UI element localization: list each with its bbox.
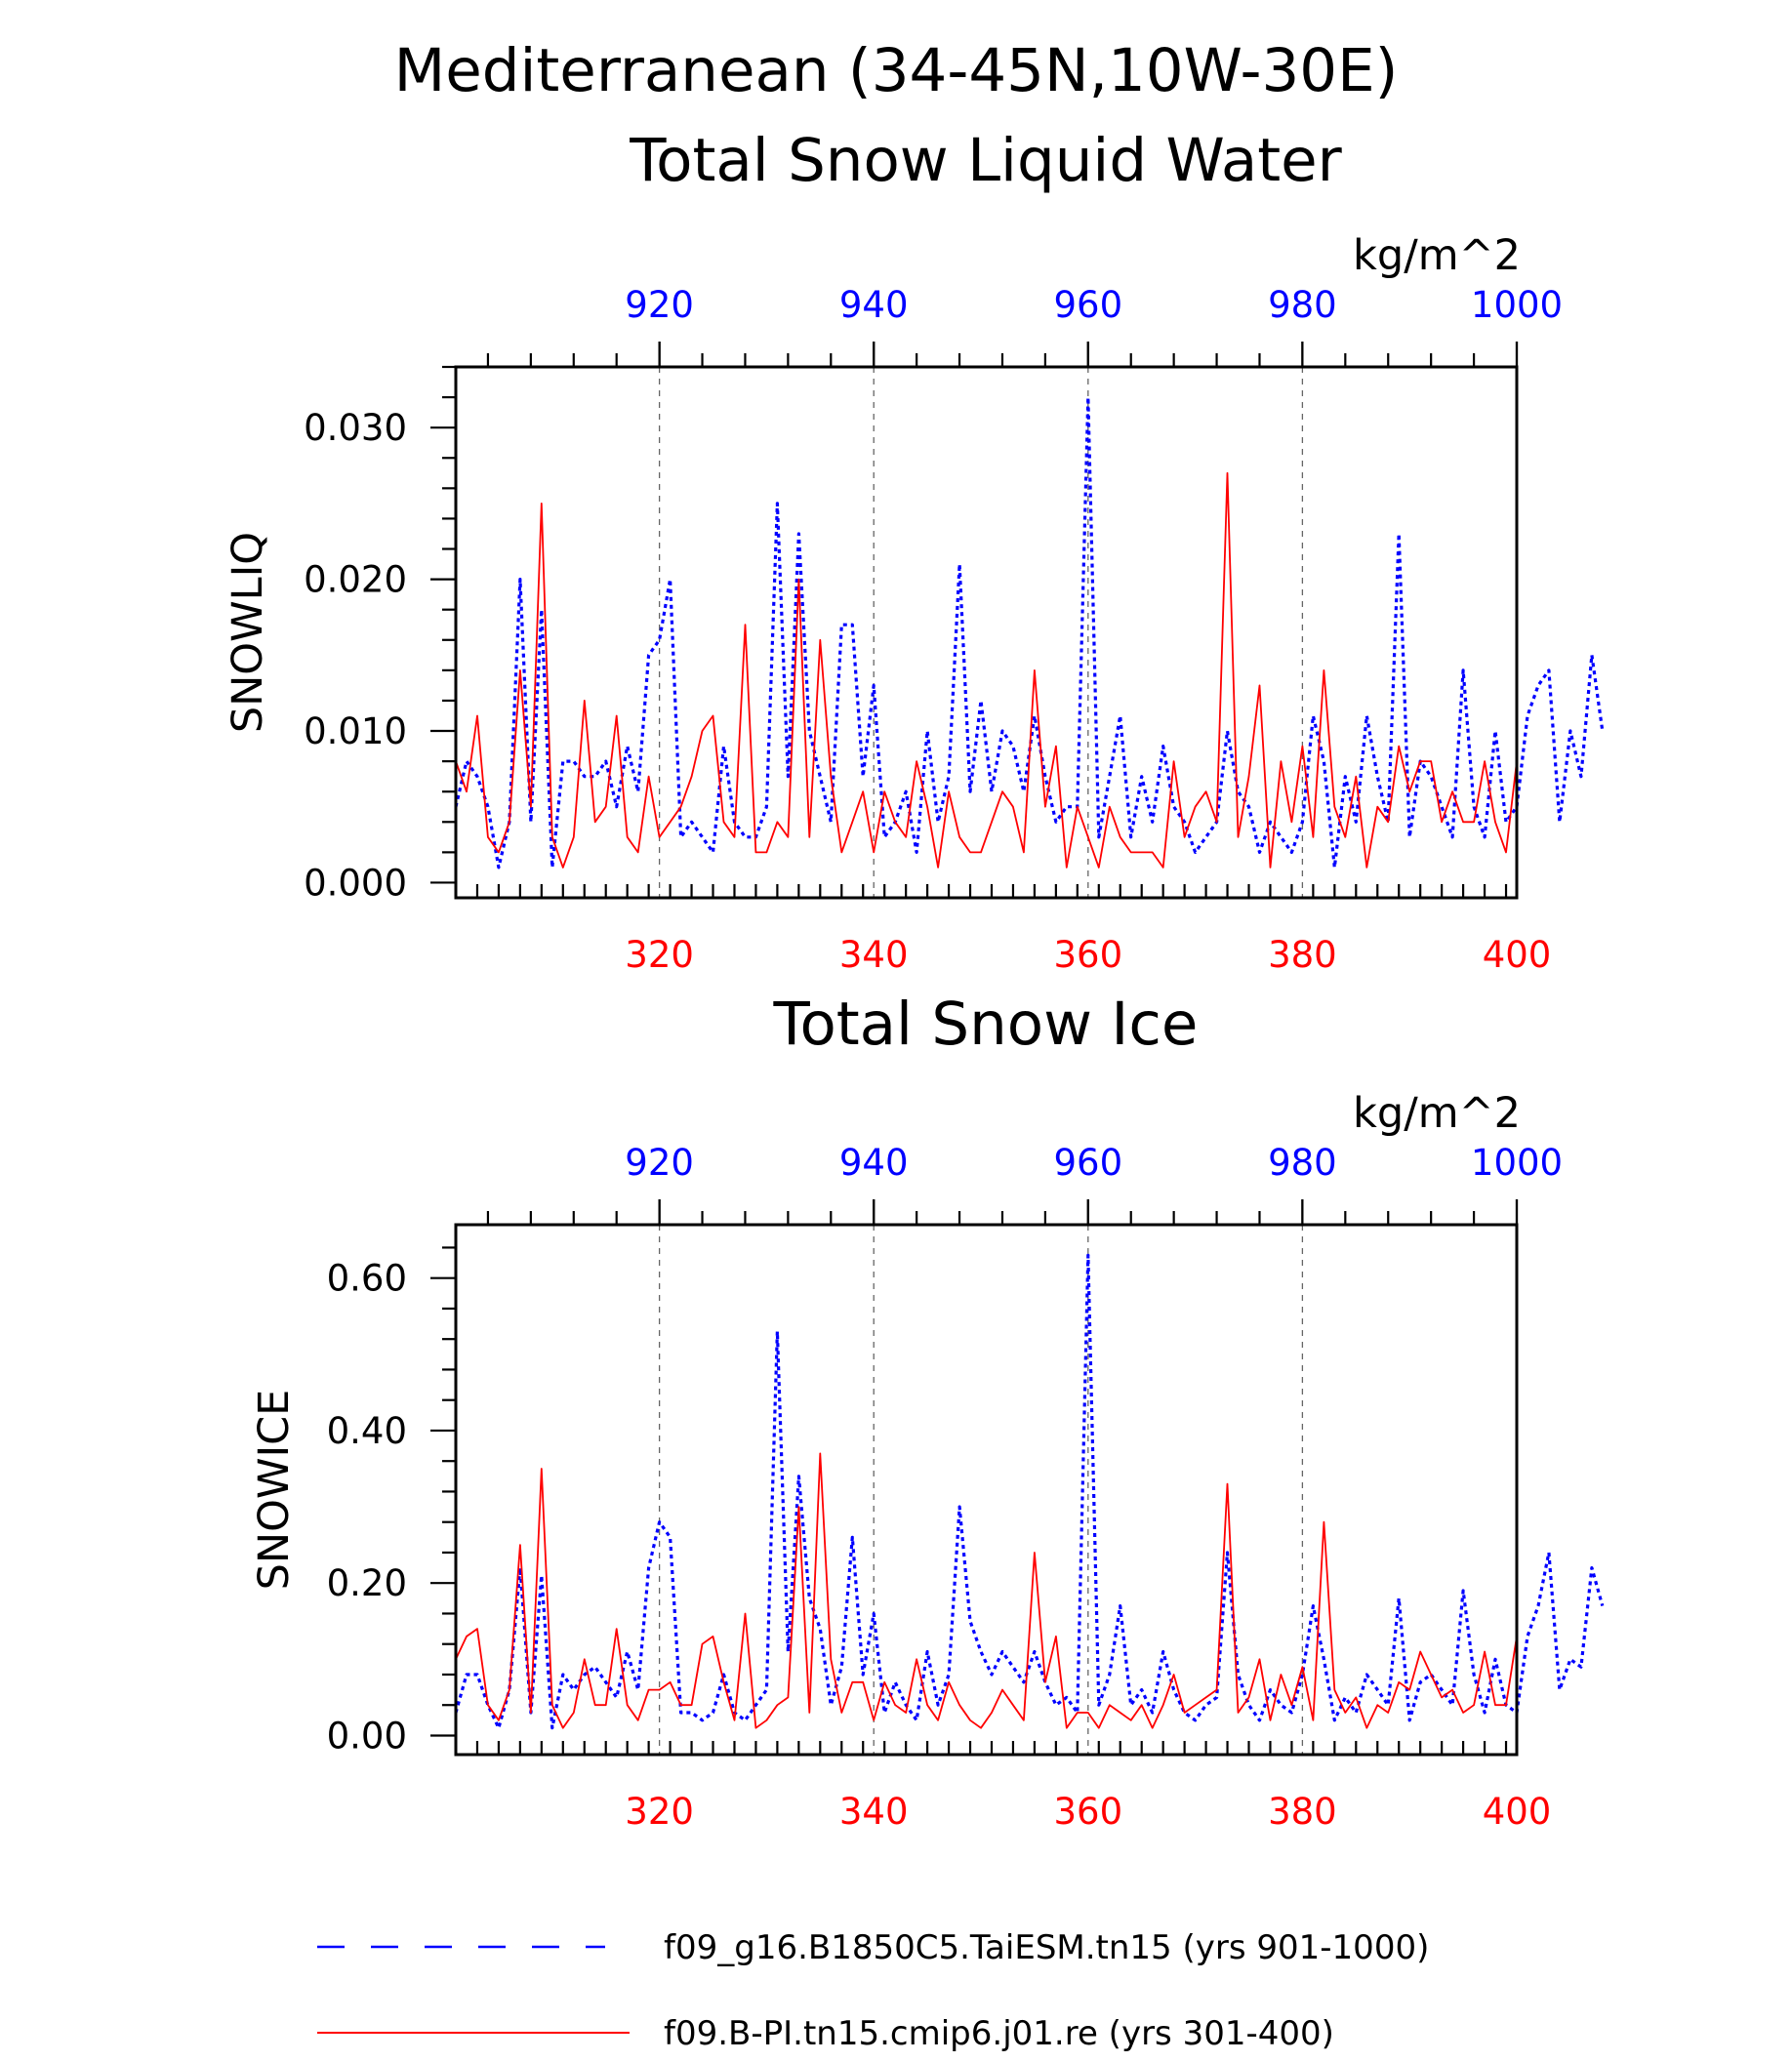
axis-frame [454, 1223, 1519, 1757]
legend-label-series-a: f09_g16.B1850C5.TaiESM.tn15 (yrs 901-100… [664, 1928, 1429, 1967]
series-line-red [455, 1452, 1518, 1729]
x-bottom-tick-label: 400 [1483, 934, 1552, 976]
y-tick-label: 0.20 [327, 1562, 407, 1604]
x-bottom-tick-label: 320 [625, 934, 694, 976]
x-top-tick-label: 1000 [1471, 284, 1563, 326]
x-top-tick-label: 940 [839, 284, 909, 326]
x-top-tick-label: 920 [625, 284, 694, 326]
y-tick-label: 0.030 [304, 407, 407, 449]
panel-snowliq: 320 340 360 380 400 920 940 960 980 1000 0.000 0.01… [224, 231, 1605, 976]
legend-label-series-b: f09.B-PI.tn15.cmip6.j01.re (yrs 301-400) [664, 2014, 1334, 2053]
units-label: kg/m^2 [1353, 1089, 1521, 1138]
x-bottom-tick-label: 340 [839, 934, 909, 976]
x-bottom-tick-label: 360 [1053, 934, 1122, 976]
y-tick-label: 0.000 [304, 862, 407, 904]
x-bottom-tick-label: 360 [1053, 1791, 1122, 1833]
y-axis-label: SNOWICE [250, 1390, 299, 1591]
y-tick-label: 0.60 [327, 1258, 407, 1300]
y-tick-label: 0.00 [327, 1715, 407, 1757]
panel1-title: Total Snow Liquid Water [629, 126, 1342, 195]
series-line-blue [454, 1253, 1605, 1730]
legend: f09_g16.B1850C5.TaiESM.tn15 (yrs 901-100… [317, 1928, 1429, 2053]
x-top-tick-label: 960 [1053, 1142, 1122, 1184]
y-axis-label: SNOWLIQ [224, 532, 272, 733]
x-top-tick-label: 980 [1268, 1142, 1337, 1184]
y-tick-label: 0.40 [327, 1410, 407, 1452]
x-bottom-tick-label: 400 [1483, 1791, 1552, 1833]
x-top-tick-label: 960 [1053, 284, 1122, 326]
axis-frame [454, 365, 1519, 900]
series-line-red [455, 471, 1518, 869]
panel2-title: Total Snow Ice [773, 990, 1199, 1059]
y-tick-label: 0.010 [304, 710, 407, 752]
x-top-tick-label: 1000 [1471, 1142, 1563, 1184]
series-line-blue [454, 395, 1605, 869]
x-bottom-tick-label: 380 [1268, 934, 1337, 976]
units-label: kg/m^2 [1353, 231, 1521, 280]
x-top-tick-label: 980 [1268, 284, 1337, 326]
panel-snowice: 320 340 360 380 400 920 940 960 980 1000 0.00 0.20 0… [250, 1089, 1605, 1833]
main-title: Mediterranean (34-45N,10W-30E) [394, 36, 1399, 105]
y-tick-label: 0.020 [304, 559, 407, 601]
x-top-tick-label: 940 [839, 1142, 909, 1184]
x-bottom-tick-label: 320 [625, 1791, 694, 1833]
x-bottom-tick-label: 380 [1268, 1791, 1337, 1833]
x-top-tick-label: 920 [625, 1142, 694, 1184]
x-bottom-tick-label: 340 [839, 1791, 909, 1833]
